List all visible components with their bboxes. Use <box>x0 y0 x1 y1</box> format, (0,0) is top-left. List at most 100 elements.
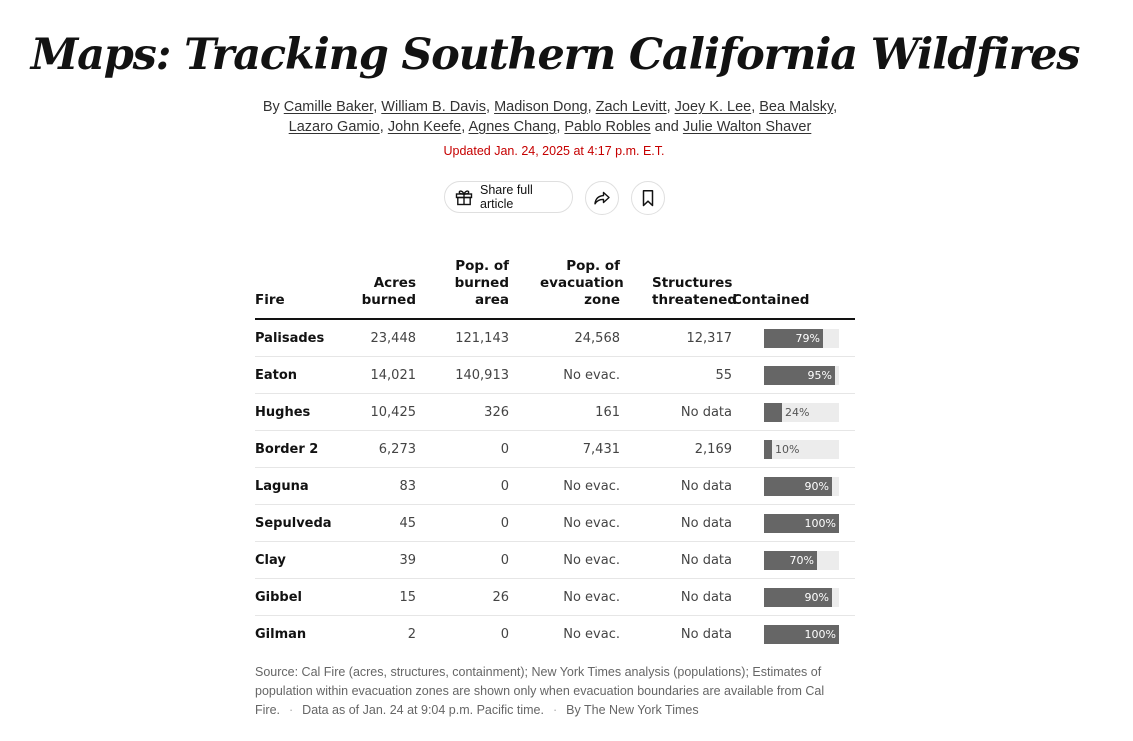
pop-evac-cell: 24,568 <box>509 319 620 357</box>
byline-and: and <box>654 119 679 135</box>
structures-cell: No data <box>620 393 732 431</box>
fire-name-cell: Laguna <box>255 467 338 505</box>
containment-bar-fill <box>764 550 817 570</box>
containment-percent: 90% <box>804 479 829 493</box>
containment-bar-fill <box>764 439 772 459</box>
containment-bar: 90% <box>764 587 839 607</box>
article-actions: Share full article <box>444 181 665 215</box>
share-button[interactable] <box>585 181 619 215</box>
author-link[interactable]: Bea Malsky <box>759 99 834 115</box>
contained-cell: 24% <box>732 393 855 431</box>
fire-name-cell: Eaton <box>255 356 338 394</box>
acres-burned-cell: 6,273 <box>338 430 416 468</box>
wildfire-table: Fire Acres burned Pop. of burned area Po… <box>255 258 855 652</box>
containment-bar: 95% <box>764 365 839 385</box>
table-row: Eaton 14,021 140,913 No evac. 55 95% <box>255 356 855 394</box>
author-link[interactable]: William B. Davis <box>381 99 487 115</box>
pop-evac-cell: No evac. <box>509 356 620 394</box>
share-full-article-button[interactable]: Share full article <box>444 181 573 213</box>
structures-cell: 12,317 <box>620 319 732 357</box>
table-row: Border 2 6,273 0 7,431 2,169 10% <box>255 430 855 468</box>
contained-cell: 95% <box>732 356 855 394</box>
acres-burned-cell: 39 <box>338 541 416 579</box>
pop-evac-cell: No evac. <box>563 626 620 642</box>
author-link[interactable]: Lazaro Gamio <box>288 119 380 135</box>
containment-bar-fill <box>764 476 832 496</box>
fire-name-cell: Gibbel <box>255 578 338 616</box>
author-link[interactable]: Madison Dong <box>494 99 588 115</box>
data-as-of: Data as of Jan. 24 at 9:04 p.m. Pacific … <box>302 703 544 717</box>
acres-burned-cell: 83 <box>338 467 416 505</box>
byline-prefix: By <box>262 99 280 115</box>
fire-name-cell: Gilman <box>255 626 307 642</box>
contained-cell: 90% <box>732 578 855 616</box>
table-row: Laguna 83 0 No evac. No data 90% <box>255 467 855 505</box>
containment-percent: 95% <box>807 368 832 382</box>
contained-cell: 10% <box>732 430 855 468</box>
containment-bar: 90% <box>764 476 839 496</box>
acres-burned-cell: 2 <box>407 626 416 642</box>
fire-name-cell: Clay <box>255 541 338 579</box>
containment-percent: 10% <box>775 442 800 456</box>
header-structures-threatened: Structures threatened <box>620 258 737 320</box>
author-link[interactable]: John Keefe <box>387 119 462 135</box>
containment-bar-fill <box>764 624 839 644</box>
containment-percent: 70% <box>789 553 814 567</box>
containment-bar: 100% <box>764 624 839 644</box>
separator-dot: · <box>552 703 558 717</box>
author-link[interactable]: Joey K. Lee <box>674 99 752 115</box>
containment-percent: 24% <box>785 405 810 419</box>
containment-bar: 100% <box>764 513 839 533</box>
author-link[interactable]: Julie Walton Shaver <box>682 119 812 135</box>
containment-bar: 79% <box>764 328 839 348</box>
pop-burned-cell: 0 <box>416 504 509 542</box>
save-button[interactable] <box>631 181 665 215</box>
share-arrow-icon <box>592 188 612 208</box>
contained-cell: 79% <box>732 319 855 357</box>
contained-cell: 100% <box>732 616 855 653</box>
author-link[interactable]: Pablo Robles <box>564 119 651 135</box>
acres-burned-cell: 23,448 <box>338 319 416 357</box>
table-row: Clay 39 0 No evac. No data 70% <box>255 541 855 579</box>
table-row: Sepulveda 45 0 No evac. No data 100% <box>255 504 855 542</box>
containment-percent: 100% <box>804 627 836 641</box>
byline: By Camille Baker, William B. Davis, Madi… <box>262 99 838 135</box>
fire-name-cell: Border 2 <box>255 430 338 468</box>
containment-bar-fill <box>764 328 823 348</box>
pop-evac-cell: 161 <box>509 393 620 431</box>
pop-evac-cell: 7,431 <box>509 430 620 468</box>
containment-bar: 24% <box>764 402 839 422</box>
containment-percent: 100% <box>804 516 836 530</box>
containment-bar: 10% <box>764 439 839 459</box>
author-link[interactable]: Agnes Chang <box>468 119 557 135</box>
header-acres-burned: Acres burned <box>338 258 416 320</box>
header-fire: Fire <box>255 258 338 320</box>
fire-name-cell: Hughes <box>255 393 338 431</box>
acres-burned-cell: 10,425 <box>338 393 416 431</box>
pop-evac-cell: No evac. <box>509 467 620 505</box>
header-pop-burned-area: Pop. of burned area <box>416 258 509 320</box>
containment-percent: 90% <box>804 590 829 604</box>
contained-cell: 70% <box>732 541 855 579</box>
table-row: Palisades 23,448 121,143 24,568 12,317 79% <box>255 319 855 357</box>
source-text: Source: Cal Fire (acres, structures, con… <box>255 665 825 717</box>
acres-burned-cell: 14,021 <box>338 356 416 394</box>
fire-name-cell: Palisades <box>255 319 338 357</box>
pop-evac-cell: No evac. <box>509 504 620 542</box>
header-contained: Contained <box>732 258 855 320</box>
gift-icon <box>454 187 474 207</box>
structures-cell: No data <box>620 467 732 505</box>
source-note: Source: Cal Fire (acres, structures, con… <box>255 663 825 720</box>
table-row: Gilman 2 0 No evac. No data 100% <box>255 616 855 653</box>
structures-cell: No data <box>620 578 732 616</box>
containment-bar-fill <box>764 587 832 607</box>
containment-bar-fill <box>764 513 839 533</box>
structures-cell: No data <box>620 541 732 579</box>
separator-dot: · <box>289 703 294 717</box>
header-pop-evacuation-zone: Pop. of evacuation zone <box>509 258 624 320</box>
acres-burned-cell: 45 <box>338 504 416 542</box>
author-link[interactable]: Zach Levitt <box>595 99 667 115</box>
table-row: Gibbel 15 26 No evac. No data 90% <box>255 578 855 616</box>
containment-percent: 79% <box>795 331 820 345</box>
author-link[interactable]: Camille Baker <box>283 99 374 115</box>
